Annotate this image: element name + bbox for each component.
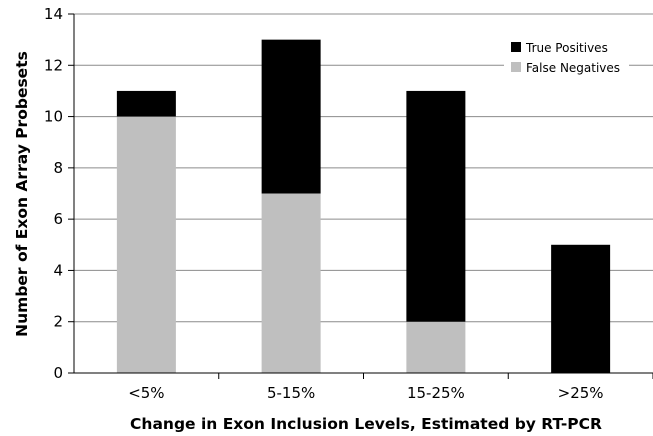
x-axis-title: Change in Exon Inclusion Levels, Estimat… — [130, 415, 602, 433]
axes — [68, 13, 653, 379]
x-tick-labels: <5% 5-15% 15-25% >25% — [128, 384, 603, 402]
bar-segment-true-positives — [551, 244, 611, 373]
y-axis-title: Number of Exon Array Probesets — [13, 51, 31, 337]
bar-segment-false-negatives — [261, 193, 321, 373]
y-tick-label: 6 — [53, 210, 63, 228]
bar-segment-true-positives — [261, 39, 321, 194]
y-tick-label: 8 — [53, 159, 63, 177]
x-tick-label: 15-25% — [407, 384, 465, 402]
y-tick-label: 12 — [44, 56, 63, 74]
legend-swatch — [511, 42, 521, 52]
x-tick-label: <5% — [128, 384, 164, 402]
legend: True Positives False Negatives — [504, 37, 629, 81]
legend-background — [504, 37, 629, 81]
y-tick-label: 14 — [44, 5, 63, 23]
bar-segment-true-positives — [116, 90, 176, 117]
legend-label: True Positives — [525, 41, 608, 55]
y-tick-label: 10 — [44, 108, 63, 126]
y-tick-label: 0 — [53, 364, 63, 382]
bar-segment-false-negatives — [116, 116, 176, 374]
bar-segment-true-positives — [406, 90, 466, 322]
y-tick-label: 2 — [53, 313, 63, 331]
bar-segment-false-negatives — [406, 321, 466, 373]
bars — [116, 39, 611, 374]
x-tick-label: 5-15% — [267, 384, 315, 402]
legend-label: False Negatives — [526, 61, 620, 75]
y-tick-label: 4 — [53, 261, 63, 279]
x-tick-label: >25% — [558, 384, 604, 402]
y-tick-labels: 0 2 4 6 8 10 12 14 — [44, 5, 63, 382]
legend-swatch — [511, 62, 521, 72]
